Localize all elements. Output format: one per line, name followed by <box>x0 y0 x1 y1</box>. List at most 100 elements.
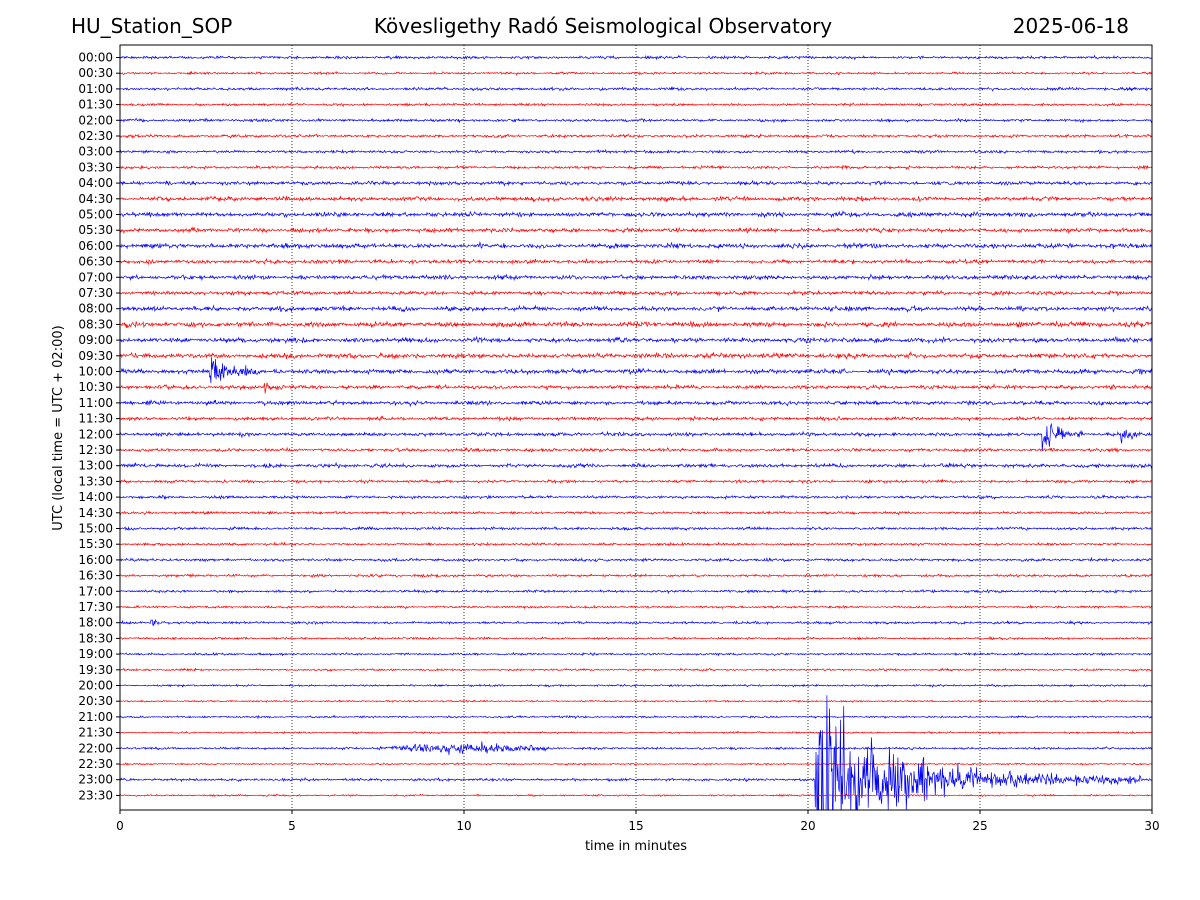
trace-1330 <box>120 478 1152 485</box>
x-tick-label: 25 <box>972 819 987 833</box>
y-tick-label: 08:00 <box>78 302 113 316</box>
x-gridlines <box>291 45 981 810</box>
trace-2000 <box>120 683 1152 688</box>
trace-1000 <box>120 357 1152 384</box>
y-tick-label: 03:30 <box>78 160 113 174</box>
y-tick-label: 18:00 <box>78 616 113 630</box>
trace-0630 <box>120 257 1152 266</box>
trace-1230 <box>120 446 1152 454</box>
trace-0030 <box>120 70 1152 77</box>
y-tick-label: 15:00 <box>78 522 113 536</box>
trace-1530 <box>120 541 1152 547</box>
trace-2230 <box>120 762 1152 767</box>
trace-1100 <box>120 399 1152 408</box>
trace-0900 <box>120 335 1152 345</box>
y-tick-label: 21:00 <box>78 710 113 724</box>
trace-2130 <box>120 730 1152 735</box>
y-tick-label: 07:00 <box>78 270 113 284</box>
trace-1130 <box>120 415 1152 423</box>
y-tick-label: 08:30 <box>78 317 113 331</box>
x-axis-ticks: 0 5 10 15 20 25 30 <box>116 810 1160 833</box>
y-tick-label: 23:00 <box>78 773 113 787</box>
y-tick-label: 00:00 <box>78 51 113 65</box>
trace-0730 <box>120 289 1152 297</box>
y-tick-label: 19:00 <box>78 647 113 661</box>
y-tick-label: 03:00 <box>78 145 113 159</box>
y-tick-label: 11:00 <box>78 396 113 410</box>
trace-2300 <box>120 695 1152 810</box>
y-tick-label: 20:30 <box>78 694 113 708</box>
trace-1630 <box>120 573 1152 579</box>
chart-title: Kövesligethy Radó Seismological Observat… <box>0 14 1200 38</box>
trace-0330 <box>120 164 1152 171</box>
trace-0930 <box>120 350 1152 360</box>
x-tick-label: 5 <box>288 819 296 833</box>
y-tick-label: 09:30 <box>78 349 113 363</box>
trace-1430 <box>120 510 1152 516</box>
trace-0130 <box>120 102 1152 108</box>
trace-0100 <box>120 86 1152 92</box>
trace-0000 <box>120 54 1152 61</box>
trace-0430 <box>120 194 1152 203</box>
y-tick-label: 09:00 <box>78 333 113 347</box>
trace-0200 <box>120 117 1152 124</box>
trace-0400 <box>120 179 1152 187</box>
y-tick-label: 05:30 <box>78 223 113 237</box>
y-tick-label: 12:00 <box>78 427 113 441</box>
x-tick-label: 0 <box>116 819 124 833</box>
y-tick-label: 16:00 <box>78 553 113 567</box>
trace-2200 <box>120 741 1152 755</box>
trace-1030 <box>120 382 1152 394</box>
trace-0530 <box>120 226 1152 235</box>
y-tick-label: 10:00 <box>78 365 113 379</box>
y-tick-label: 16:30 <box>78 569 113 583</box>
y-tick-label: 01:30 <box>78 98 113 112</box>
y-tick-label: 17:30 <box>78 600 113 614</box>
y-tick-label: 18:30 <box>78 631 113 645</box>
x-tick-label: 10 <box>456 819 471 833</box>
y-tick-label: 06:30 <box>78 255 113 269</box>
y-tick-label: 00:30 <box>78 66 113 80</box>
x-axis-label: time in minutes <box>585 839 687 854</box>
station-name: HU_Station_SOP <box>71 14 233 38</box>
y-tick-label: 02:00 <box>78 113 113 127</box>
seismogram-traces <box>120 54 1152 810</box>
trace-0700 <box>120 273 1152 282</box>
trace-0800 <box>120 304 1152 313</box>
trace-2030 <box>120 699 1152 703</box>
y-tick-label: 04:30 <box>78 192 113 206</box>
y-tick-label: 01:00 <box>78 82 113 96</box>
trace-1900 <box>120 651 1152 657</box>
y-tick-label: 13:00 <box>78 459 113 473</box>
trace-2330 <box>120 793 1152 798</box>
y-tick-label: 13:30 <box>78 474 113 488</box>
trace-1400 <box>120 494 1152 501</box>
trace-0830 <box>120 320 1152 329</box>
record-date: 2025-06-18 <box>1012 14 1129 38</box>
trace-1500 <box>120 525 1152 532</box>
y-tick-label: 22:30 <box>78 757 113 771</box>
y-tick-label: 23:30 <box>78 788 113 802</box>
y-tick-label: 15:30 <box>78 537 113 551</box>
trace-0500 <box>120 210 1152 219</box>
trace-1800 <box>120 618 1152 626</box>
trace-1830 <box>120 635 1152 641</box>
chart-title-text: Kövesligethy Radó Seismological Observat… <box>373 14 833 38</box>
y-tick-label: 10:30 <box>78 380 113 394</box>
y-tick-label: 06:00 <box>78 239 113 253</box>
trace-1300 <box>120 461 1152 470</box>
trace-1930 <box>120 667 1152 672</box>
y-axis-label: UTC (local time = UTC + 02:00) <box>51 325 66 530</box>
y-tick-label: 20:00 <box>78 679 113 693</box>
y-tick-label: 12:30 <box>78 443 113 457</box>
trace-0600 <box>120 241 1152 251</box>
y-tick-label: 11:30 <box>78 412 113 426</box>
y-tick-label: 22:00 <box>78 741 113 755</box>
trace-1730 <box>120 604 1152 610</box>
y-tick-label: 14:00 <box>78 490 113 504</box>
x-tick-label: 20 <box>800 819 815 833</box>
trace-1600 <box>120 556 1152 563</box>
y-tick-label: 17:00 <box>78 584 113 598</box>
y-tick-label: 14:30 <box>78 506 113 520</box>
